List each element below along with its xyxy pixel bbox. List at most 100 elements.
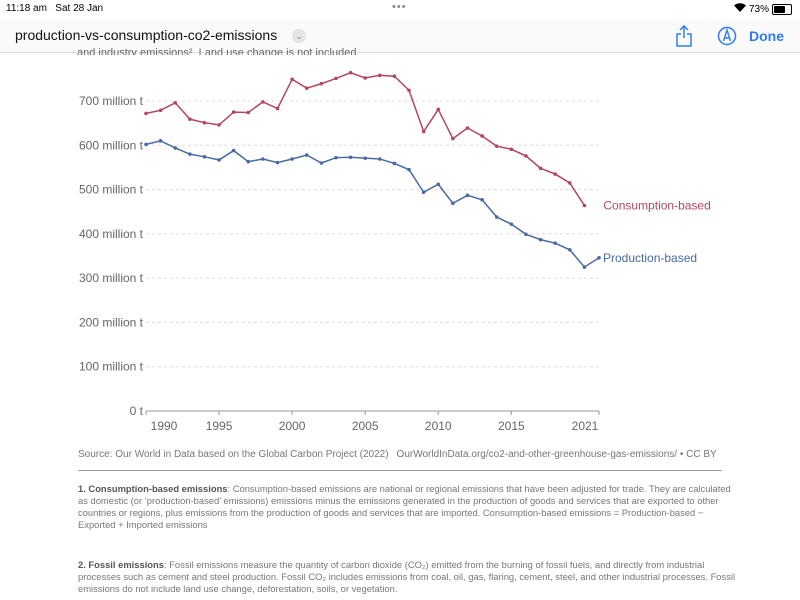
chevron-down-icon[interactable]: ⌄ (292, 29, 306, 43)
y-tick-label: 500 million t (79, 183, 144, 197)
status-time: 11:18 am Sat 28 Jan (6, 3, 104, 14)
data-point (158, 108, 163, 113)
footnote-2-text: : Fossil emissions measure the quantity … (78, 559, 736, 594)
data-point (275, 160, 280, 165)
data-point (378, 157, 382, 161)
data-point (494, 144, 499, 148)
data-point (378, 73, 382, 78)
y-tick-label: 400 million t (79, 227, 144, 241)
data-point (363, 76, 367, 80)
data-point (290, 77, 294, 82)
data-point (436, 107, 441, 112)
data-point (597, 255, 601, 260)
data-point (451, 201, 455, 206)
document-title[interactable]: production-vs-consumption-co2-emissions (15, 27, 278, 43)
data-point (392, 161, 397, 166)
x-tick-label: 1995 (206, 419, 233, 433)
data-point (407, 88, 411, 93)
data-point (319, 81, 324, 86)
data-point (451, 136, 455, 141)
divider (78, 470, 722, 471)
x-tick-label: 2000 (279, 419, 306, 433)
data-point (144, 142, 148, 147)
data-point (261, 100, 265, 104)
data-point (509, 147, 514, 152)
data-point (465, 193, 470, 198)
wifi-icon (733, 3, 746, 15)
data-point (231, 148, 236, 153)
share-icon[interactable] (676, 24, 692, 52)
data-point (304, 86, 309, 90)
footnote-1: 1. Consumption-based emissions: Consumpt… (78, 483, 738, 531)
markup-icon[interactable] (717, 26, 737, 51)
y-tick-label: 300 million t (79, 271, 144, 285)
data-point (421, 190, 426, 195)
data-point (538, 166, 543, 171)
data-point (202, 120, 207, 125)
data-point (173, 100, 178, 105)
data-point (173, 146, 178, 150)
series-label: Consumption-based (603, 199, 710, 213)
y-tick-label: 600 million t (79, 138, 144, 152)
data-point (494, 215, 499, 219)
footnote-2: 2. Fossil emissions: Fossil emissions me… (78, 559, 738, 595)
data-point (261, 157, 265, 161)
x-tick-label: 2021 (572, 419, 599, 433)
y-tick-label: 200 million t (79, 315, 144, 329)
y-tick-label: 0 t (130, 404, 144, 418)
multitasking-dots[interactable]: ••• (392, 1, 407, 13)
data-point (538, 237, 543, 242)
x-tick-label: 1990 (151, 419, 178, 433)
data-point (480, 197, 484, 202)
chart-subtitle: and industry emissions². Land use change… (77, 47, 360, 55)
data-point (582, 203, 587, 208)
data-point (275, 106, 280, 111)
data-point (524, 232, 528, 237)
x-tick-label: 2015 (498, 419, 525, 433)
data-point (202, 155, 207, 159)
footnote-1-title: 1. Consumption-based emissions (78, 483, 228, 494)
data-point (465, 126, 470, 130)
series-line-production-based (145, 140, 600, 269)
series-line-consumption-based (145, 71, 586, 206)
data-point (553, 241, 557, 245)
battery-icon (772, 3, 792, 15)
data-point (348, 70, 353, 75)
data-point (158, 139, 163, 143)
emissions-line-chart: 0 t 100 million t 200 million t 300 million… (79, 70, 711, 433)
data-point (392, 74, 397, 78)
source-link[interactable]: OurWorldInData.org/co2-and-other-greenho… (396, 449, 717, 460)
data-point (348, 155, 353, 160)
footnote-1-text: : Consumption-based emissions are nation… (78, 483, 731, 530)
toolbar: production-vs-consumption-co2-emissions … (0, 20, 800, 53)
data-point (188, 152, 192, 156)
data-point (567, 181, 572, 185)
data-point (553, 172, 557, 176)
series-label: Production-based (603, 251, 697, 265)
y-tick-label: 700 million t (79, 94, 144, 108)
footnote-2-title: 2. Fossil emissions (78, 559, 164, 570)
data-point (217, 158, 221, 162)
x-tick-label: 2010 (425, 419, 452, 433)
x-tick-label: 2005 (352, 419, 379, 433)
data-point (334, 155, 338, 160)
data-point (144, 111, 148, 116)
data-point (290, 157, 294, 161)
status-right: 73% (733, 3, 792, 15)
data-point (421, 129, 426, 134)
battery-percent: 73% (748, 3, 769, 15)
data-point (407, 167, 411, 172)
chart-source: Source: Our World in Data based on the G… (78, 449, 717, 460)
data-point (509, 222, 514, 226)
source-text: Source: Our World in Data based on the G… (78, 449, 389, 460)
data-point (217, 123, 221, 127)
data-point (480, 134, 484, 138)
data-point (319, 161, 324, 165)
y-tick-label: 100 million t (79, 360, 144, 374)
data-point (304, 153, 309, 157)
data-point (582, 265, 587, 269)
done-button[interactable]: Done (749, 28, 784, 44)
data-point (231, 110, 236, 114)
status-bar: 11:18 am Sat 28 Jan ••• 73% (0, 0, 800, 20)
data-point (524, 154, 528, 158)
